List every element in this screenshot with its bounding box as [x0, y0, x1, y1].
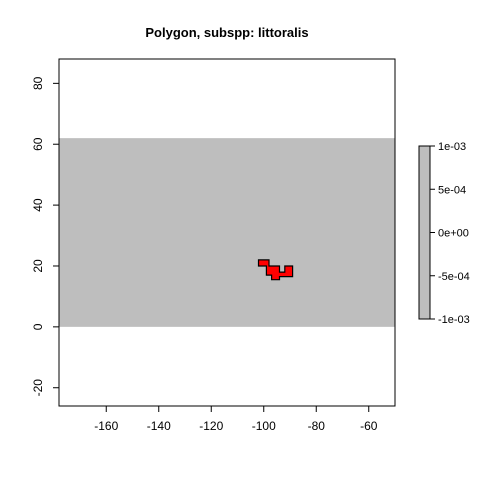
- x-tick-label: -140: [147, 419, 171, 433]
- legend-tick-label: 5e-04: [438, 184, 466, 196]
- range-polygon: [257, 259, 294, 281]
- legend-colorbar: [418, 145, 431, 320]
- legend-tick-label: -1e-03: [438, 314, 470, 326]
- y-tick-label: 80: [31, 76, 45, 90]
- chart-title: Polygon, subspp: littoralis: [145, 25, 308, 40]
- x-tick-label: -160: [94, 419, 118, 433]
- y-tick-label: 60: [31, 137, 45, 151]
- y-tick-label: 20: [31, 259, 45, 273]
- legend-tick-label: 1e-03: [438, 141, 466, 153]
- legend-tick-label: -5e-04: [438, 271, 470, 283]
- plot-frame: [58, 58, 396, 407]
- legend-tick-label: 0e+00: [438, 228, 469, 240]
- x-tick-label: -60: [360, 419, 378, 433]
- y-tick-label: 40: [31, 198, 45, 212]
- y-tick-label: -20: [31, 379, 45, 397]
- x-tick-label: -120: [199, 419, 223, 433]
- raster-cell: [59, 138, 395, 327]
- y-tick-label: 0: [31, 323, 45, 330]
- x-tick-label: -80: [308, 419, 326, 433]
- x-tick-label: -100: [252, 419, 276, 433]
